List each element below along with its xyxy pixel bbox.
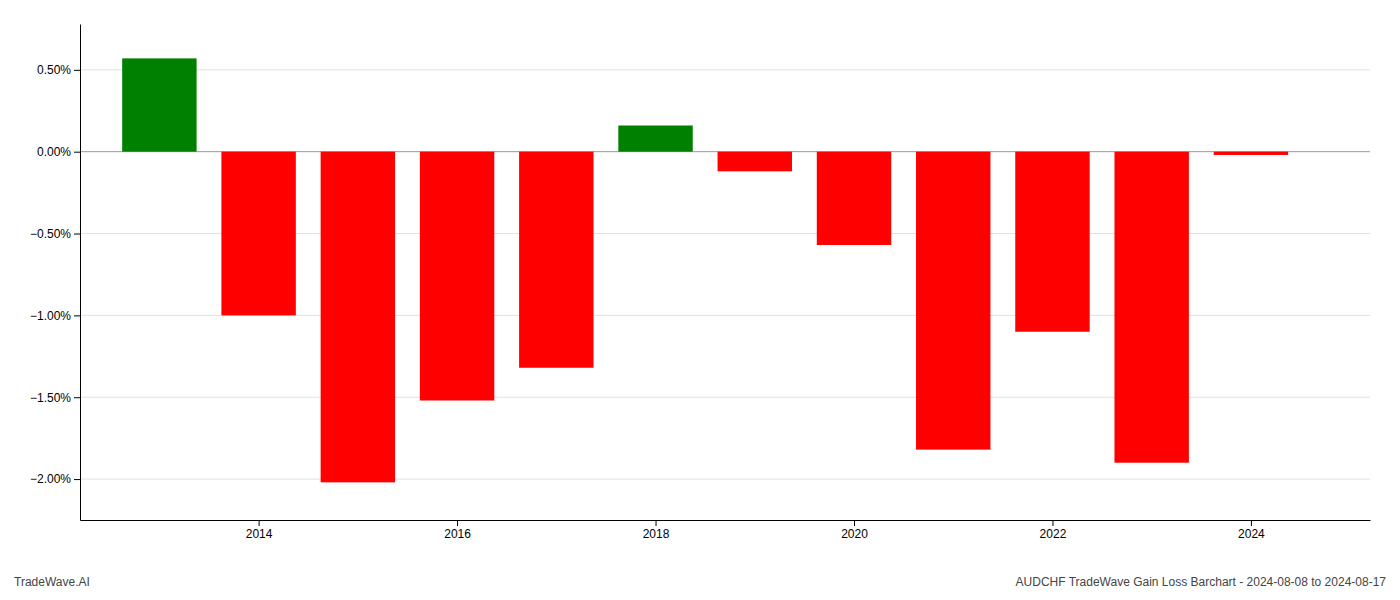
bar xyxy=(618,125,692,151)
x-tick: 2024 xyxy=(1238,520,1265,541)
x-tick: 2022 xyxy=(1040,520,1067,541)
bar xyxy=(916,152,990,450)
x-tick-label: 2024 xyxy=(1238,527,1265,541)
bar xyxy=(718,152,792,172)
y-axis-line xyxy=(80,25,81,521)
annotations: TradeWave.AI AUDCHF TradeWave Gain Loss B… xyxy=(14,575,1386,589)
x-tick: 2014 xyxy=(246,520,273,541)
chart-svg: 0.50%0.00%−0.50%−1.00%−1.50%−2.00%201420… xyxy=(0,0,1400,600)
y-tick-label: −0.50% xyxy=(30,227,71,241)
grid xyxy=(80,70,1370,479)
bar xyxy=(1214,152,1288,155)
x-tick-label: 2022 xyxy=(1040,527,1067,541)
x-tick-label: 2014 xyxy=(246,527,273,541)
bar xyxy=(321,152,395,483)
x-axis-line xyxy=(81,520,1371,521)
x-tick-label: 2020 xyxy=(841,527,868,541)
y-tick-label: 0.50% xyxy=(37,63,71,77)
x-tick: 2016 xyxy=(444,520,471,541)
bar xyxy=(1015,152,1089,332)
y-tick-label: 0.00% xyxy=(37,145,71,159)
footer-text: AUDCHF TradeWave Gain Loss Barchart - 20… xyxy=(1016,575,1387,589)
grid-line xyxy=(80,69,1370,70)
y-tick: 0.00% xyxy=(37,145,80,159)
x-tick-label: 2018 xyxy=(643,527,670,541)
bar xyxy=(221,152,295,316)
chart-container: 0.50%0.00%−0.50%−1.00%−1.50%−2.00%201420… xyxy=(0,0,1400,600)
y-tick: −2.00% xyxy=(30,472,80,486)
y-axis: 0.50% 0.00% −0.50% −1.00% −1.50% −2.00% xyxy=(30,25,81,521)
x-tick-mark xyxy=(457,520,458,526)
y-tick-mark xyxy=(74,397,80,398)
x-tick: 2018 xyxy=(643,520,670,541)
x-tick-mark xyxy=(854,520,855,526)
y-tick-mark xyxy=(74,70,80,71)
x-tick-mark xyxy=(1052,520,1053,526)
y-tick: −0.50% xyxy=(30,227,80,241)
y-tick-mark xyxy=(74,315,80,316)
footer-text: TradeWave.AI xyxy=(14,575,90,589)
y-tick-mark xyxy=(74,234,80,235)
y-tick-mark xyxy=(74,479,80,480)
bar xyxy=(1114,152,1188,463)
x-tick-mark xyxy=(656,520,657,526)
y-tick-mark xyxy=(74,152,80,153)
y-tick: 0.50% xyxy=(37,63,80,77)
y-tick: −1.00% xyxy=(30,309,80,323)
bar xyxy=(519,152,593,368)
y-tick-label: −2.00% xyxy=(30,472,71,486)
x-axis: 2014 2016 2018 2020 2022 2024 xyxy=(81,520,1371,541)
x-tick-mark xyxy=(1251,520,1252,526)
x-tick: 2020 xyxy=(841,520,868,541)
y-tick: −1.50% xyxy=(30,391,80,405)
y-tick-label: −1.50% xyxy=(30,391,71,405)
bar xyxy=(122,58,196,151)
x-tick-label: 2016 xyxy=(444,527,471,541)
x-tick-mark xyxy=(259,520,260,526)
bar xyxy=(420,152,494,401)
grid-line xyxy=(80,479,1370,480)
y-tick-label: −1.00% xyxy=(30,309,71,323)
bar xyxy=(817,152,891,245)
plot-area xyxy=(122,58,1288,482)
